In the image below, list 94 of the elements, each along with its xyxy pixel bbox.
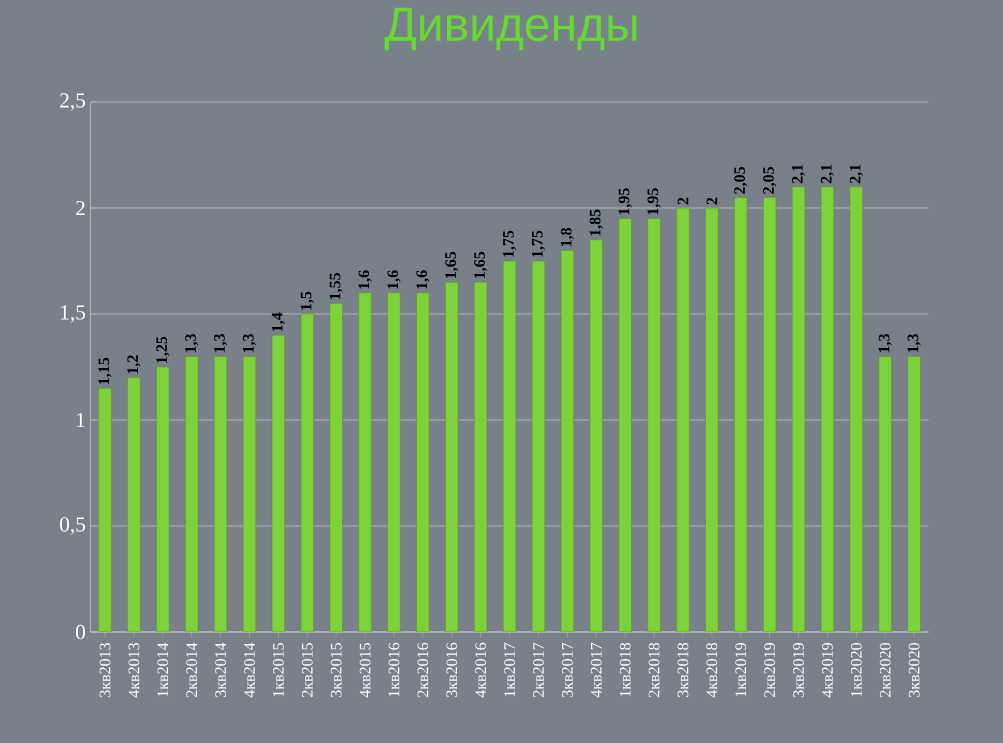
bar xyxy=(358,292,372,632)
data-label: 2,1 xyxy=(849,164,863,184)
bar xyxy=(763,197,777,632)
data-label: 1,25 xyxy=(156,336,170,363)
x-tick-label: 2кв2017 xyxy=(533,642,544,698)
bar xyxy=(705,207,719,632)
bar xyxy=(474,281,488,632)
data-label: 1,75 xyxy=(531,230,545,257)
bar xyxy=(734,197,748,632)
data-label: 2,1 xyxy=(820,164,834,184)
x-tick-label: 4кв2015 xyxy=(359,643,371,698)
bar xyxy=(560,250,574,632)
x-tick-label: 1кв2019 xyxy=(735,643,747,697)
bar xyxy=(531,260,546,632)
data-label: 1,55 xyxy=(329,273,343,300)
bar xyxy=(907,356,921,632)
bar xyxy=(98,387,112,632)
y-tick-label: 1,5 xyxy=(61,305,86,323)
bar xyxy=(791,186,806,632)
bar xyxy=(387,292,401,632)
data-label: 2 xyxy=(706,197,718,205)
data-label: 1,65 xyxy=(445,251,459,278)
y-tick-label: 1 xyxy=(77,412,85,428)
data-label: 2 xyxy=(677,197,689,205)
bar xyxy=(329,303,343,632)
data-label: 1,3 xyxy=(214,334,228,353)
bar xyxy=(127,377,141,632)
x-tick-label: 1кв2015 xyxy=(272,643,284,697)
bar xyxy=(676,207,690,632)
bar xyxy=(242,356,257,632)
x-tick-label: 4кв2014 xyxy=(244,642,255,698)
y-tick-label: 0,5 xyxy=(59,517,86,535)
bar xyxy=(445,281,459,632)
chart-title: Дивиденды xyxy=(384,7,637,51)
data-label: 1,4 xyxy=(271,312,285,331)
data-label: 1,75 xyxy=(503,230,517,257)
x-tick-label: 1кв2017 xyxy=(504,642,515,697)
y-tick-label: 0 xyxy=(75,624,86,640)
bar xyxy=(271,334,285,632)
data-label: 2,05 xyxy=(734,167,748,194)
x-tick-label: 1кв2020 xyxy=(850,643,862,697)
x-tick-label: 4кв2018 xyxy=(706,643,718,698)
data-label: 1,95 xyxy=(618,188,632,215)
bar xyxy=(185,356,199,632)
bar xyxy=(849,186,863,632)
bar xyxy=(156,366,170,632)
data-label: 1,65 xyxy=(474,251,488,278)
data-label: 1,8 xyxy=(560,228,574,247)
x-tick-label: 3кв2017 xyxy=(561,642,573,697)
bar xyxy=(502,260,517,632)
bar xyxy=(618,218,632,632)
data-label: 1,6 xyxy=(387,270,401,289)
x-tick-label: 3кв2015 xyxy=(330,643,342,697)
bar xyxy=(300,313,314,632)
x-tick-label: 1кв2016 xyxy=(388,642,400,697)
data-label: 2,1 xyxy=(791,164,806,184)
x-tick-label: 4кв2016 xyxy=(475,642,487,698)
data-label: 1,15 xyxy=(98,357,112,384)
x-tick-label: 2кв2014 xyxy=(186,642,198,698)
data-label: 1,85 xyxy=(589,209,603,236)
x-tick-label: 2кв2015 xyxy=(301,643,313,698)
y-tick-label: 2 xyxy=(76,200,85,216)
x-tick-label: 3кв2014 xyxy=(215,642,226,697)
x-tick-label: 2кв2019 xyxy=(764,643,776,698)
bar xyxy=(589,239,603,632)
data-label: 1,6 xyxy=(416,270,430,289)
data-label: 1,95 xyxy=(647,188,661,215)
x-tick-label: 3кв2019 xyxy=(793,643,804,697)
x-tick-label: 3кв2013 xyxy=(99,643,111,697)
x-tick-label: 1кв2018 xyxy=(619,643,631,697)
bar xyxy=(416,292,430,632)
y-tick-label: 2,5 xyxy=(60,93,86,111)
x-tick-label: 4кв2019 xyxy=(822,643,833,698)
x-tick-label: 3кв2016 xyxy=(446,642,458,697)
x-tick-label: 2кв2016 xyxy=(417,642,429,698)
data-label: 1,3 xyxy=(878,334,892,353)
data-label: 1,2 xyxy=(127,355,141,374)
x-tick-label: 3кв2020 xyxy=(908,643,920,697)
data-label: 1,6 xyxy=(358,270,372,289)
data-label: 1,5 xyxy=(300,291,314,310)
x-tick-label: 1кв2014 xyxy=(157,642,169,697)
x-tick-label: 2кв2020 xyxy=(879,643,891,698)
x-tick-label: 4кв2017 xyxy=(590,642,602,698)
data-label: 1,3 xyxy=(185,334,199,353)
bar xyxy=(820,186,835,632)
x-tick-label: 4кв2013 xyxy=(128,643,140,698)
data-label: 1,3 xyxy=(907,334,921,353)
x-tick-label: 2кв2018 xyxy=(648,643,660,698)
data-label: 1,3 xyxy=(242,334,257,353)
bar xyxy=(213,356,228,632)
x-tick-label: 3кв2018 xyxy=(677,643,689,697)
data-label: 2,05 xyxy=(763,167,777,194)
bar xyxy=(647,218,661,632)
bar xyxy=(878,356,892,632)
